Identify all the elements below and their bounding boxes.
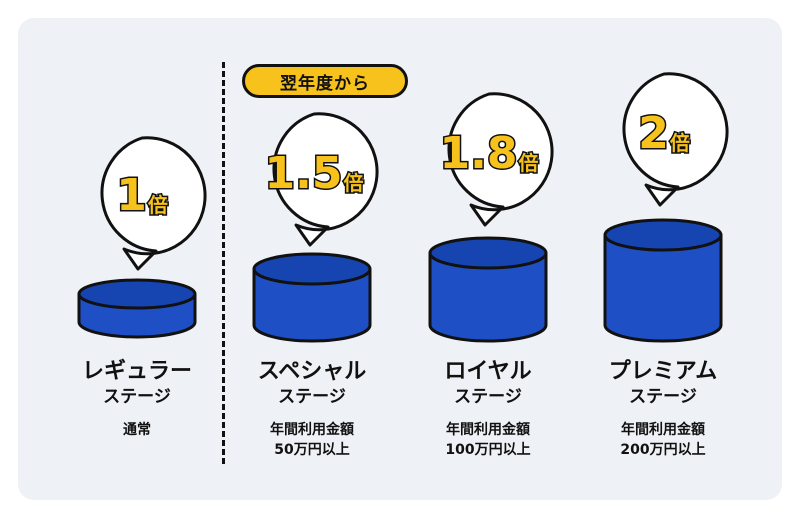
stage-name: スペシャル [257, 359, 367, 384]
speech-bubble-special [272, 112, 379, 247]
stage-label-premium: プレミアム ステージ 年間利用金額 200万円以上 [578, 358, 748, 460]
stage-threshold: 200万円以上 [620, 442, 706, 458]
cylinder-regular [77, 278, 197, 339]
stage-condition: 通常 [123, 422, 151, 438]
stage-label-regular: レギュラー ステージ 通常 [52, 358, 222, 440]
multiplier-special: 1.5 倍 [263, 148, 365, 199]
stage-label-special: スペシャル ステージ 年間利用金額 50万円以上 [227, 358, 397, 460]
stage-condition: 年間利用金額 [270, 422, 354, 438]
next-year-badge: 翌年度から [242, 64, 408, 98]
speech-bubble-regular [100, 136, 207, 271]
stage-condition: 年間利用金額 [446, 422, 530, 438]
stage-name: レギュラー [81, 359, 192, 384]
speech-bubble-royal [447, 92, 554, 227]
stage-threshold: 100万円以上 [445, 442, 531, 458]
cylinder-premium [603, 218, 723, 343]
stage-word: ステージ [629, 387, 697, 407]
dashed-divider [222, 62, 225, 464]
cylinder-royal [428, 236, 548, 343]
stage-condition: 年間利用金額 [621, 422, 705, 438]
multiplier-royal: 1.8 倍 [438, 128, 540, 179]
stage-word: ステージ [103, 387, 171, 407]
stage-label-royal: ロイヤル ステージ 年間利用金額 100万円以上 [403, 358, 573, 460]
stage-name: プレミアム [608, 359, 718, 384]
stage-word: ステージ [454, 387, 522, 407]
stage-threshold: 50万円以上 [274, 442, 350, 458]
cylinder-special [252, 252, 372, 343]
stage-name: ロイヤル [444, 359, 532, 384]
stage-word: ステージ [278, 387, 346, 407]
speech-bubble-premium [622, 72, 729, 207]
